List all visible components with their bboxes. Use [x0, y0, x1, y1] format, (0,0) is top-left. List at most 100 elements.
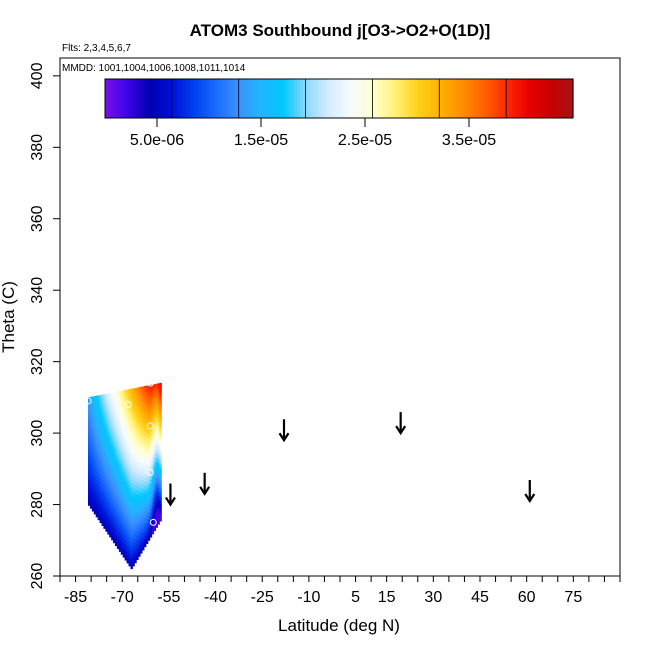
field-cell	[130, 478, 133, 483]
colorbar-segment	[419, 79, 423, 118]
field-cell	[140, 413, 143, 418]
field-cell	[126, 554, 130, 560]
field-cell	[140, 475, 143, 480]
field-cell	[147, 392, 151, 397]
field-cell	[140, 540, 143, 546]
field-cell	[120, 430, 124, 436]
field-cell	[130, 396, 133, 401]
field-cell	[159, 442, 162, 448]
field-cell	[91, 408, 95, 413]
field-cell	[136, 407, 139, 413]
field-cell	[157, 388, 160, 394]
field-cell	[124, 391, 128, 397]
field-cell	[140, 520, 143, 525]
field-cell	[159, 516, 162, 522]
colorbar-segment	[492, 79, 496, 118]
field-cell	[130, 494, 133, 500]
field-cell	[101, 447, 104, 452]
field-cell	[132, 401, 135, 407]
field-cell	[132, 537, 135, 542]
field-cell	[130, 457, 133, 463]
field-cell	[93, 460, 97, 466]
field-cell	[159, 471, 162, 477]
field-cell	[89, 396, 93, 398]
field-cell	[143, 505, 147, 511]
field-cell	[159, 475, 162, 481]
colorbar-segment	[539, 79, 543, 118]
colorbar-segment	[167, 79, 171, 118]
field-cell	[120, 550, 124, 555]
field-cell	[111, 461, 114, 467]
field-cell	[132, 557, 135, 563]
field-cell	[124, 551, 128, 557]
field-cell	[89, 405, 93, 411]
field-cell	[107, 443, 110, 449]
field-cell	[111, 469, 114, 475]
field-cell	[113, 485, 116, 490]
colorbar-segment	[372, 79, 376, 118]
field-cell	[103, 462, 106, 468]
field-cell	[132, 418, 135, 423]
field-cell	[136, 440, 139, 445]
field-cell	[138, 461, 141, 467]
field-cell	[149, 397, 153, 402]
field-cell	[109, 479, 112, 485]
colorbar-segment	[401, 79, 405, 118]
field-cell	[130, 548, 133, 553]
field-cell	[109, 413, 112, 419]
field-cell	[118, 423, 122, 429]
field-cell	[93, 493, 97, 498]
field-cell	[140, 528, 143, 534]
field-cell	[151, 435, 155, 440]
x-axis-label: Latitude (deg N)	[278, 616, 400, 635]
field-cell	[122, 540, 126, 546]
colorbar-segment	[222, 79, 226, 118]
field-cell	[142, 508, 145, 514]
profile-arrow	[524, 479, 536, 504]
field-cell	[88, 497, 91, 502]
field-cell	[89, 495, 93, 501]
field-cell	[97, 396, 101, 402]
field-cell	[109, 426, 112, 431]
field-cell	[140, 516, 143, 521]
x-tick-label: 30	[424, 589, 442, 606]
field-cell	[143, 538, 147, 544]
field-cell	[153, 473, 157, 478]
x-tick-label: -70	[111, 589, 134, 606]
field-cell	[147, 433, 151, 438]
field-cell	[103, 446, 106, 451]
x-tick-label: -25	[251, 589, 274, 606]
field-cell	[116, 532, 120, 537]
field-cell	[159, 430, 162, 436]
field-cell	[113, 440, 116, 445]
field-cell	[142, 529, 145, 534]
field-cell	[124, 428, 128, 434]
field-cell	[130, 556, 133, 561]
field-cell	[132, 533, 135, 538]
field-cell	[134, 554, 137, 560]
field-cell	[157, 405, 160, 410]
field-cell	[118, 539, 122, 544]
field-cell	[134, 501, 137, 506]
colorbar-segment	[357, 79, 361, 118]
field-cell	[149, 434, 153, 439]
colorbar-segment	[409, 79, 413, 118]
field-cell	[105, 453, 108, 458]
field-cell	[103, 450, 106, 455]
colorbar-segment	[151, 79, 155, 118]
colorbar-segment	[515, 79, 519, 118]
field-cell	[105, 490, 108, 495]
field-cell	[105, 502, 108, 508]
field-cell	[134, 484, 137, 490]
field-cell	[115, 418, 118, 423]
field-cell	[134, 558, 137, 564]
field-cell	[143, 526, 147, 531]
field-cell	[107, 480, 110, 486]
field-cell	[99, 460, 102, 466]
field-cell	[107, 517, 110, 523]
field-cell	[88, 414, 91, 420]
colorbar-segment	[365, 79, 369, 118]
field-cell	[147, 429, 151, 434]
field-cell	[122, 433, 126, 439]
field-cell	[122, 413, 126, 418]
